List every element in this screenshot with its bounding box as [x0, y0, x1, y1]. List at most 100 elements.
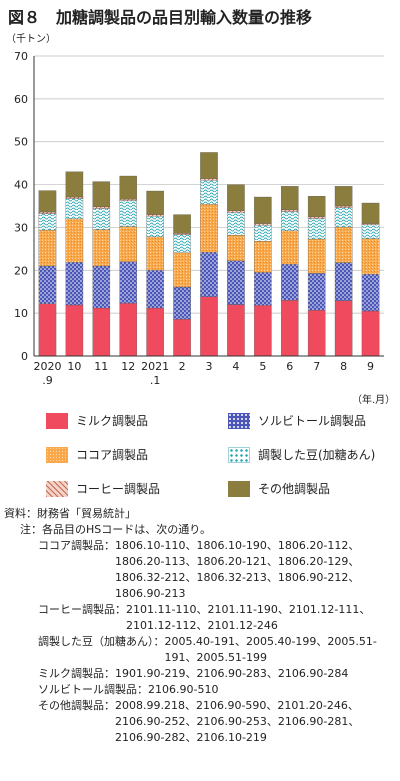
bar-segment [119, 198, 137, 202]
bar-segment [254, 225, 272, 242]
bar-segment [227, 304, 245, 357]
legend-swatch [228, 480, 250, 497]
bar-segment [119, 261, 137, 304]
bar-segment [281, 186, 299, 211]
bar-segment [146, 214, 164, 217]
x-tick-label: 2020 [33, 360, 61, 373]
bar-segment [92, 265, 111, 309]
bar-segment [281, 209, 299, 212]
bar-segment [281, 211, 299, 232]
bar-segment [307, 309, 326, 357]
hs-code-label: コーヒー調製品： [38, 603, 126, 616]
bar-segment [119, 303, 137, 357]
bar-segment [200, 204, 218, 253]
x-tick-label: 7 [313, 360, 320, 373]
legend-item: 調製した豆(加糖あん) [228, 446, 375, 463]
bar-segment [38, 190, 57, 213]
bar-segment [65, 171, 84, 198]
bar-segment [334, 300, 353, 357]
y-axis-unit: （千トン） [6, 34, 56, 45]
x-tick-label: 12 [121, 360, 135, 373]
hs-code-note: コーヒー調製品： 2101.11-110、2101.11-190、2101.12-… [4, 602, 396, 634]
bar-segment [254, 240, 272, 273]
legend-swatch [46, 446, 68, 463]
bar-segment [146, 216, 164, 238]
hs-code-list: 2106.90-510 [148, 683, 219, 696]
x-tick-label: 9 [367, 360, 374, 373]
note-intro: 注：各品目のHSコードは、次の通り。 [20, 523, 212, 536]
legend-item: ココア調製品 [46, 446, 148, 463]
hs-code-label: ソルビトール調製品： [38, 683, 148, 696]
bar-segment [173, 252, 191, 288]
bar-segment [307, 218, 326, 240]
hs-code-label: 調製した豆（加糖あん）： [38, 635, 165, 648]
bar-segment [254, 272, 272, 306]
x-tick-label: 4 [232, 360, 239, 373]
bar-segment [65, 218, 84, 263]
source-note: 資料：財務省「貿易統計」 [4, 507, 136, 520]
x-tick-label: 11 [94, 360, 108, 373]
legend-swatch [46, 480, 68, 497]
legend-item: コーヒー調製品 [46, 480, 160, 497]
hs-code-label: ココア調製品： [38, 539, 115, 552]
hs-code-list: 2008.99.218、2106.90-590、2101.20-246、2106… [115, 699, 360, 744]
hs-code-note: その他調製品： 2008.99.218、2106.90-590、2101.20-2… [4, 698, 396, 746]
bar-segment [254, 223, 272, 226]
y-tick-label: 30 [14, 221, 28, 234]
bar-segment [119, 175, 137, 200]
bar-segment [119, 226, 137, 262]
legend-label: ミルク調製品 [76, 414, 149, 428]
bar-segment [173, 286, 191, 320]
bar-segment [227, 210, 245, 213]
legend-item: その他調製品 [228, 480, 330, 497]
x-tick-label: .1 [150, 374, 161, 387]
bar-segment [173, 214, 191, 234]
hs-code-note: ココア調製品： 1806.10-110、1806.10-190、1806.20-1… [4, 538, 396, 602]
bar-segment [65, 196, 84, 199]
hs-code-note: ソルビトール調製品： 2106.90-510 [4, 682, 396, 698]
x-tick-label: 10 [67, 360, 81, 373]
bar-segment [334, 205, 353, 208]
bar-segment [92, 206, 111, 209]
bar-segment [200, 296, 218, 357]
legend-label: コーヒー調製品 [76, 482, 161, 496]
y-tick-label: 10 [14, 307, 28, 320]
bar-segment [281, 264, 299, 301]
bar-segment [334, 186, 353, 207]
x-tick-label: 6 [286, 360, 293, 373]
bar-segment [146, 190, 164, 215]
bar-segment [254, 196, 272, 224]
bar-segment [307, 195, 326, 217]
bar-segment [92, 181, 111, 208]
bar-segment [200, 180, 218, 205]
chart-title: 図８ 加糖調製品の品目別輸入数量の推移 [8, 8, 313, 27]
legend-swatch [228, 446, 250, 463]
legend-label: その他調製品 [258, 482, 331, 496]
bar-segment [307, 216, 326, 219]
bar-segment [65, 261, 84, 306]
bar-segment [65, 198, 84, 220]
bar-segment [173, 233, 191, 235]
legend-item: ソルビトール調製品 [228, 412, 366, 429]
x-tick-label: 2 [179, 360, 186, 373]
x-tick-label: .9 [42, 374, 53, 387]
note-items: ココア調製品： 1806.10-110、1806.10-190、1806.20-1… [4, 538, 396, 746]
y-tick-label: 70 [14, 50, 28, 63]
y-tick-label: 60 [14, 93, 28, 106]
x-tick-label: 8 [340, 360, 347, 373]
hs-code-list: 2005.40-191、2005.40-199、2005.51-191、2005… [164, 635, 377, 664]
y-tick-label: 20 [14, 264, 28, 277]
bar-segment [146, 307, 164, 357]
x-tick-label: 3 [206, 360, 213, 373]
bar-segment [65, 304, 84, 357]
bar-segment [173, 234, 191, 253]
bar-segment [254, 305, 272, 357]
bar-segment [361, 273, 380, 312]
x-tick-label: 2021 [141, 360, 169, 373]
bar-segment [38, 265, 57, 304]
bar-segment [227, 234, 245, 262]
x-axis-unit: （年.月） [352, 395, 396, 406]
bar-segment [361, 224, 380, 239]
bar-segment [334, 226, 353, 263]
bar-segment [361, 202, 380, 224]
